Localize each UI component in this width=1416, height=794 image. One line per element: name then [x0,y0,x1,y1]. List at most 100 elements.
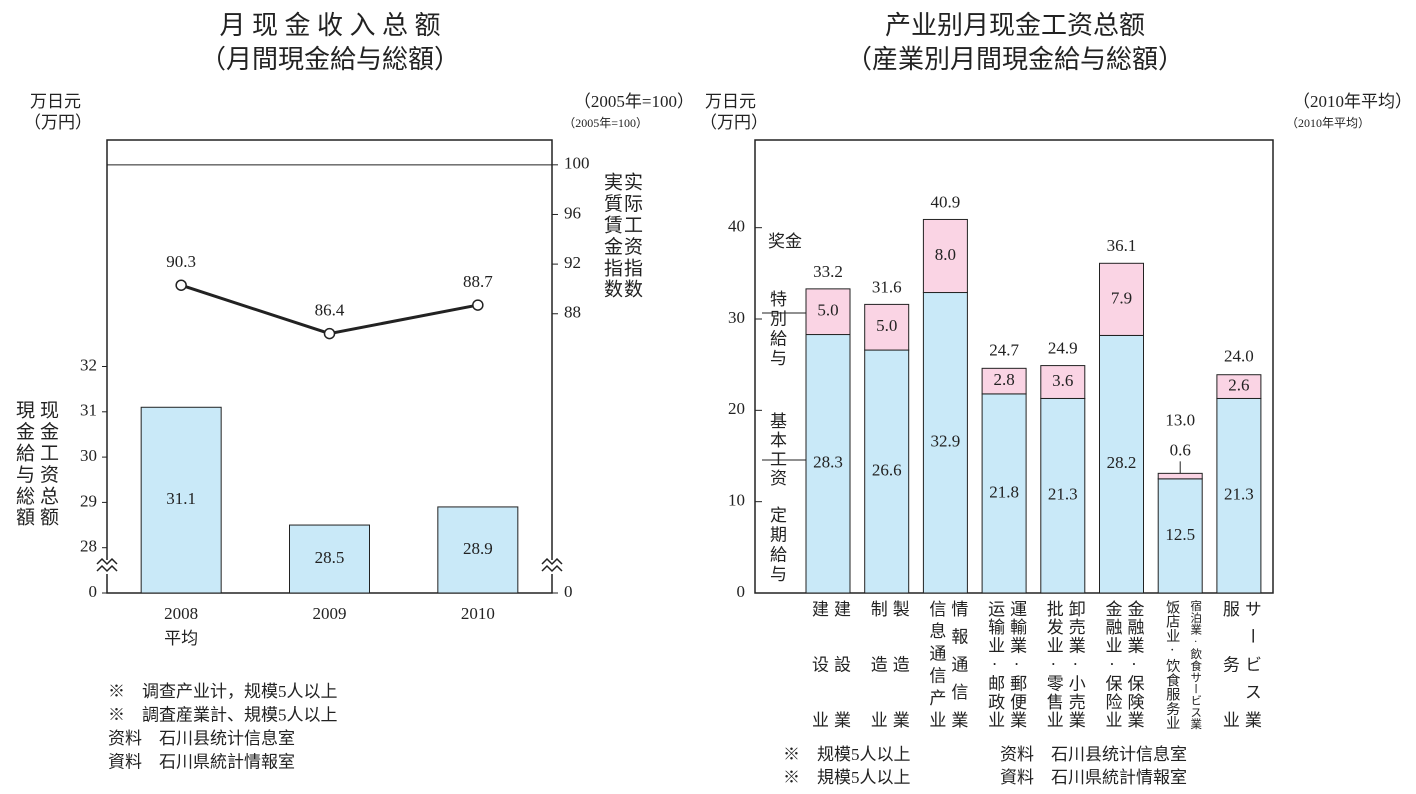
note: 資料 石川県統計情報室 [108,752,295,771]
segment-label: 28.3 [813,453,843,472]
bar-label: 28.5 [315,548,345,567]
y-axis-title: 現金給与総額 [13,400,34,526]
point-label: 86.4 [315,301,345,320]
y2-axis-title: 实际工资指数 [621,172,642,298]
y-tick-label: 29 [80,491,97,510]
y-tick-label: 0 [89,582,98,601]
chart-title: 月 现 金 收 入 总 额 [219,11,440,40]
y2-axis-title: 実質賃金指数 [601,172,622,298]
axis-break [541,564,563,573]
x-tick-label: 卸売業·小売業 [1065,600,1085,728]
bar-segment [805,288,851,336]
line-point [175,279,187,291]
total-label: 40.9 [931,192,961,211]
point-label: 88.7 [463,272,493,291]
bar-segment [1216,397,1262,594]
axis-break [541,557,563,566]
bar-segment [981,393,1027,594]
legend-label: 定期給与 [767,506,786,582]
segment-label: 2.6 [1228,375,1249,394]
note: 资料 石川县统计信息室 [108,729,295,748]
x-tick-label: 運輸業·郵便業 [1007,600,1027,728]
x-tick-label: 金融业·保险业 [1102,600,1122,728]
y-tick-label: 10 [728,491,745,510]
x-tick-label: サービス業 [1241,600,1261,728]
x-tick-label: 信息通信产业 [926,600,946,728]
legend-label: 特別給与 [767,290,786,366]
note: ※ 規模5人以上 [783,768,911,787]
note: ※ 調査産業計、規模5人以上 [108,705,338,724]
segment-label: 32.9 [931,432,961,451]
y-axis-title: 现金工资总额 [37,400,58,526]
y-tick-label: 0 [737,582,746,601]
axis-break [542,560,562,574]
chart-title: 产业别月现金工资总额 [885,11,1145,40]
total-label: 24.7 [989,340,1019,359]
axis-break [96,557,118,566]
total-label: 36.1 [1107,236,1137,255]
segment-label: 3.6 [1052,371,1073,390]
y-unit: （万円） [700,113,768,132]
y-tick-label: 40 [728,217,745,236]
x-tick-label: 情報通信業 [948,600,968,728]
note: ※ 调查产业计，规模5人以上 [108,682,338,701]
segment-label: 0.6 [1170,440,1191,459]
point-label: 90.3 [166,252,196,271]
y2-tick-label: 0 [564,582,573,601]
x-tick-label: 服务业 [1219,600,1239,728]
x-tick-label: 制造业 [867,600,887,728]
bar-segment [1040,365,1086,399]
segment-label: 26.6 [872,460,902,479]
bar-segment [864,349,910,594]
total-label: 33.2 [813,262,843,281]
y2-unit: （2005年=100） [563,116,648,130]
note: 資料 石川県統計情報室 [1000,768,1187,787]
x-tick-label: 金融業·保険業 [1124,600,1144,728]
chart-subtitle: （月間現金給与総額） [200,45,460,74]
bar-segment [1040,397,1086,594]
segment-label: 2.8 [993,370,1014,389]
segment-label: 5.0 [817,301,838,320]
y2-tick-label: 96 [564,203,581,222]
bar-segment [922,218,968,294]
total-label: 24.9 [1048,338,1078,357]
y-tick-label: 30 [80,446,97,465]
segment-label: 7.9 [1111,288,1132,307]
x-tick-label: 2009 [313,604,347,623]
bar-segment [1157,478,1203,594]
bar-label: 31.1 [166,489,196,508]
y-unit: 万日元 [30,92,81,111]
total-label: 24.0 [1224,347,1254,366]
y2-tick-label: 92 [564,253,581,272]
x-tick-label: 运输业·邮政业 [985,600,1005,728]
x-tick-label: 批发业·零售业 [1043,600,1063,728]
x-tick-label: 建設業 [831,600,850,728]
legend-label: 奖金 [768,232,802,251]
line-point [323,327,336,340]
y-tick-label: 30 [728,308,745,327]
note: ※ 规模5人以上 [783,745,911,764]
bar-segment [1099,262,1144,336]
x-tick-label: 建设业 [809,600,828,728]
y-tick-label: 20 [728,399,745,418]
period-note: （2010年平均） [1293,92,1412,111]
segment-label: 12.5 [1165,525,1195,544]
bar [437,506,519,594]
bar-segment [864,303,910,351]
axis-break [97,560,117,574]
x-tick-label: 製造業 [889,600,909,728]
x-tick-label: 2010 [461,604,495,623]
bar-segment [1157,472,1203,480]
segment-label: 8.0 [935,245,956,264]
x-tick-label: 2008 平均 [164,604,198,648]
bar-segment [922,292,968,594]
period-note: （2010年平均） [1286,116,1370,130]
y2-unit: （2005年=100） [574,92,694,111]
bar-segment [1099,334,1144,594]
axis-break [96,564,118,573]
y-tick-label: 28 [80,537,97,556]
bar-segment [1216,374,1262,399]
bar-label: 28.9 [463,539,493,558]
segment-label: 21.8 [989,482,1019,501]
